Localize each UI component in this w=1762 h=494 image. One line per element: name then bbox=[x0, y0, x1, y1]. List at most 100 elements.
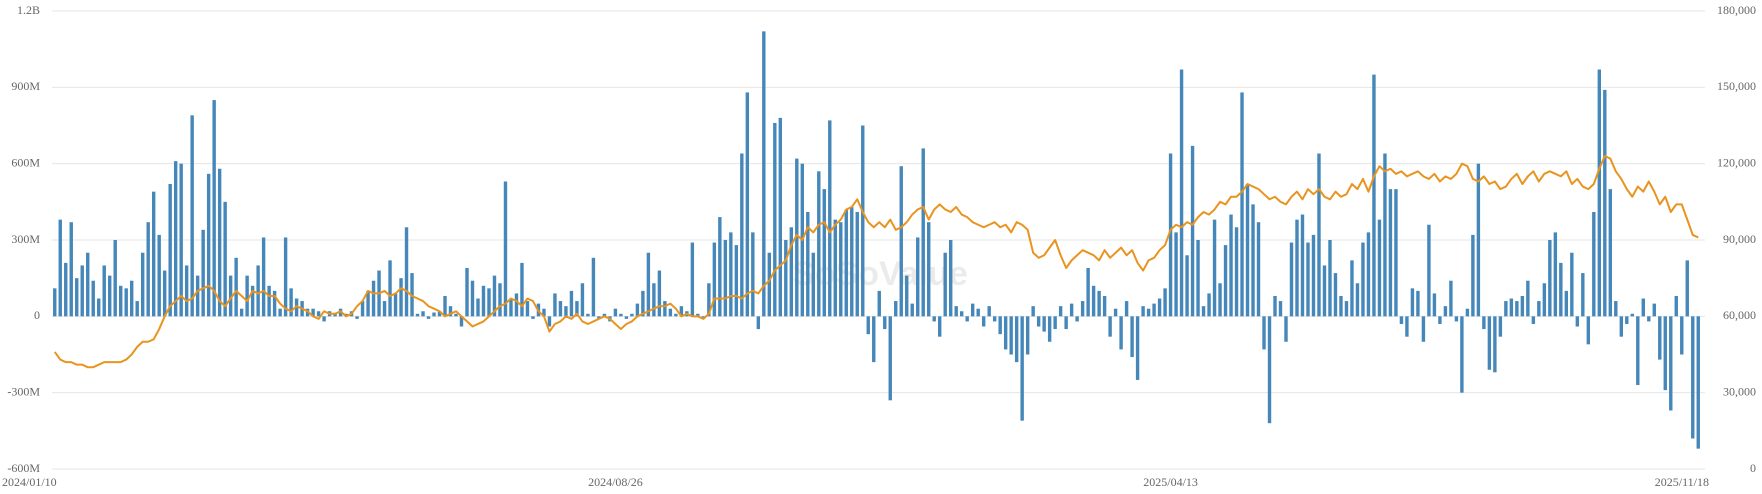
y-tick-label: -600M bbox=[7, 461, 40, 475]
bar bbox=[1669, 316, 1673, 411]
bar bbox=[1207, 293, 1211, 317]
y2-tick-label: 90,000 bbox=[1723, 232, 1756, 246]
bar bbox=[108, 275, 112, 317]
bar bbox=[1531, 316, 1536, 324]
bar bbox=[894, 301, 898, 317]
bar bbox=[1553, 232, 1558, 317]
bar bbox=[272, 290, 277, 317]
bar bbox=[69, 222, 73, 317]
bar bbox=[1102, 295, 1107, 317]
bar bbox=[1427, 224, 1431, 317]
bar bbox=[1482, 316, 1486, 330]
bar bbox=[476, 298, 480, 317]
bar bbox=[734, 245, 739, 317]
bar bbox=[767, 252, 772, 317]
bar bbox=[168, 184, 172, 317]
bar bbox=[663, 301, 667, 317]
y2-tick-label: 150,000 bbox=[1717, 79, 1756, 93]
price-line bbox=[53, 155, 1699, 369]
bar bbox=[949, 240, 953, 317]
bar bbox=[1405, 316, 1409, 337]
bar bbox=[674, 313, 678, 317]
bar bbox=[547, 316, 552, 327]
bar bbox=[58, 219, 62, 317]
bar bbox=[646, 252, 651, 317]
bar bbox=[1130, 316, 1134, 358]
bar bbox=[1267, 316, 1272, 424]
bar bbox=[1339, 295, 1343, 317]
bar bbox=[1504, 301, 1508, 317]
bar bbox=[1344, 301, 1349, 317]
bar bbox=[525, 301, 530, 317]
bar bbox=[828, 120, 832, 317]
bar bbox=[1031, 306, 1035, 317]
bar bbox=[1603, 89, 1607, 317]
bar bbox=[1515, 301, 1519, 317]
bar bbox=[1009, 316, 1013, 355]
bar bbox=[97, 298, 101, 317]
bar bbox=[970, 303, 975, 317]
bar bbox=[1295, 219, 1299, 317]
bar bbox=[1498, 316, 1503, 337]
bar bbox=[1284, 316, 1288, 342]
bar bbox=[86, 252, 90, 317]
bar bbox=[498, 283, 502, 317]
bar bbox=[1174, 232, 1178, 317]
y-tick-label: 0 bbox=[34, 308, 40, 322]
bar bbox=[146, 222, 150, 317]
bar bbox=[1443, 306, 1448, 317]
x-tick-label: 2024/01/10 bbox=[2, 475, 57, 489]
bar bbox=[278, 308, 282, 317]
bar bbox=[987, 306, 991, 317]
bar bbox=[1273, 295, 1277, 317]
bar bbox=[454, 313, 458, 317]
bar bbox=[1119, 316, 1123, 350]
bar bbox=[1377, 219, 1382, 317]
bar bbox=[267, 285, 271, 317]
bar bbox=[1674, 295, 1678, 317]
bar bbox=[927, 222, 931, 317]
bar bbox=[1333, 273, 1338, 317]
bar bbox=[773, 122, 777, 317]
bar bbox=[157, 234, 161, 317]
bar bbox=[679, 306, 684, 317]
bar bbox=[591, 257, 596, 317]
bar bbox=[602, 313, 607, 317]
bar bbox=[509, 298, 513, 317]
bar bbox=[954, 306, 958, 317]
bar bbox=[630, 313, 634, 317]
bar bbox=[959, 311, 964, 317]
bar bbox=[1691, 316, 1695, 439]
bar bbox=[855, 212, 859, 317]
bar bbox=[228, 275, 233, 317]
bar bbox=[1564, 290, 1569, 317]
bar bbox=[289, 288, 293, 317]
bar bbox=[729, 232, 733, 317]
bar bbox=[910, 303, 914, 317]
bar bbox=[91, 280, 95, 317]
bar bbox=[1680, 316, 1684, 355]
bar bbox=[1058, 306, 1063, 317]
bar bbox=[569, 290, 574, 317]
bar bbox=[1229, 214, 1233, 317]
bar bbox=[520, 262, 524, 317]
x-tick-label: 2025/11/18 bbox=[1655, 475, 1709, 489]
bar bbox=[943, 252, 947, 317]
bar bbox=[1003, 316, 1008, 350]
bar bbox=[1520, 295, 1525, 317]
bar bbox=[839, 222, 843, 317]
bar bbox=[217, 168, 222, 317]
bar bbox=[668, 308, 673, 317]
bar bbox=[597, 316, 601, 319]
bar bbox=[256, 265, 260, 317]
bar bbox=[404, 227, 409, 317]
bar bbox=[1086, 267, 1090, 317]
bar bbox=[1036, 316, 1041, 327]
bar bbox=[113, 240, 117, 317]
bar bbox=[1350, 260, 1354, 317]
bar bbox=[1658, 316, 1662, 360]
bar bbox=[762, 31, 766, 317]
bar bbox=[844, 209, 848, 317]
bar bbox=[1487, 316, 1492, 370]
